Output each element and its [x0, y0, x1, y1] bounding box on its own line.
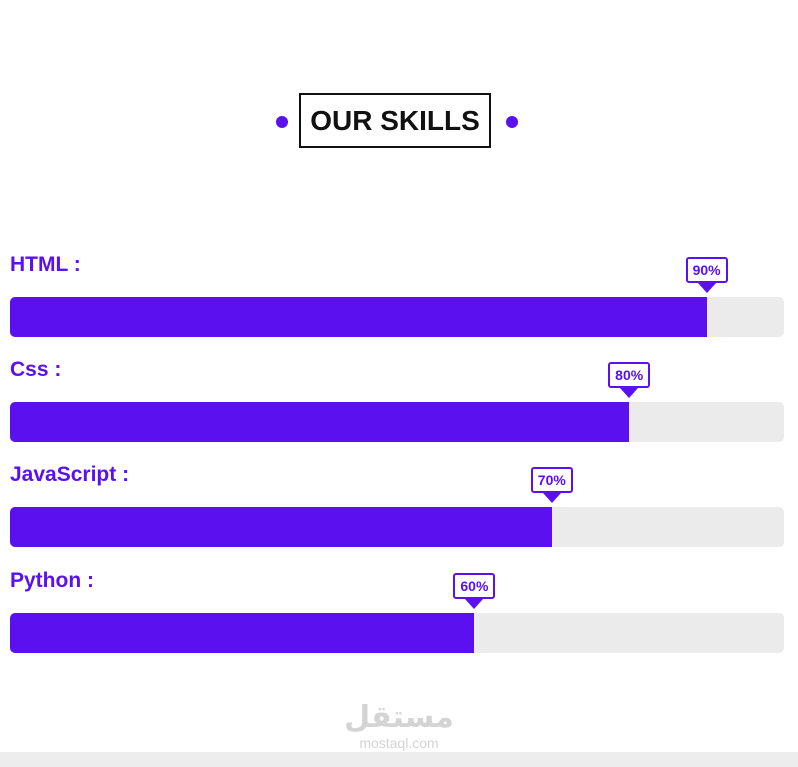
badge-pointer-icon — [620, 388, 639, 398]
badge-pointer-icon — [697, 283, 716, 293]
decorative-dot-right — [506, 116, 518, 128]
section-title: OUR SKILLS — [310, 104, 480, 136]
skill-progress-fill — [10, 507, 552, 547]
skill-progress-track — [10, 613, 784, 653]
skill-percent-text: 70% — [537, 472, 566, 488]
skill-html: HTML : 90% — [10, 253, 784, 348]
skill-css: Css : 80% — [10, 358, 784, 453]
skill-label: Css : — [10, 358, 62, 381]
skill-percent-badge: 70% — [530, 467, 573, 503]
skill-progress-track — [10, 402, 784, 442]
watermark: مستقل mostaql.com — [0, 700, 798, 752]
badge-pointer-icon — [542, 493, 561, 503]
skill-percent-text: 80% — [615, 367, 644, 383]
skill-progress-fill — [10, 297, 707, 337]
skill-percent-text: 60% — [460, 578, 489, 594]
skill-label: Python : — [10, 569, 94, 592]
decorative-dot-left — [276, 116, 288, 128]
skill-percent-text: 90% — [692, 262, 721, 278]
section-title-box: OUR SKILLS — [299, 93, 491, 148]
skill-javascript: JavaScript : 70% — [10, 463, 784, 558]
skill-label: JavaScript : — [10, 463, 130, 486]
skill-progress-track — [10, 297, 784, 337]
watermark-domain: mostaql.com — [359, 735, 439, 751]
skill-progress-fill — [10, 613, 475, 653]
skill-percent-badge: 60% — [453, 573, 496, 609]
skill-progress-track — [10, 507, 784, 547]
skill-label: HTML : — [10, 253, 81, 276]
skill-percent-badge: 80% — [608, 362, 651, 398]
skill-progress-fill — [10, 402, 630, 442]
badge-pointer-icon — [465, 599, 484, 609]
watermark-brand: مستقل — [344, 700, 454, 735]
skill-percent-badge: 90% — [685, 257, 728, 293]
skill-python: Python : 60% — [10, 569, 784, 664]
footer-strip — [0, 752, 798, 767]
skills-header: OUR SKILLS — [0, 0, 798, 200]
